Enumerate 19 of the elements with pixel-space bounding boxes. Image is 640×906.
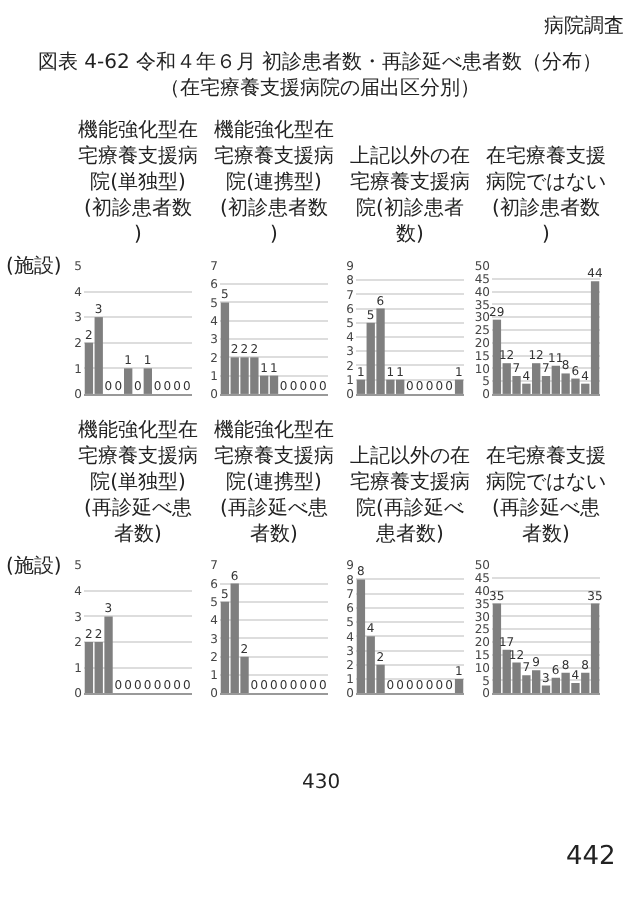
bar [454,678,464,694]
chart-title: 在宅療養支援病院ではない(再診延べ患者数) [486,444,606,546]
text: （在宅療養支援病院の届出区分別） [160,76,480,100]
chart-title: 在宅療養支援病院ではない(初診患者数) [486,144,606,246]
bar [124,368,133,394]
bar [143,368,152,394]
y-axis-title: (施設) [6,254,62,278]
bar [454,379,464,394]
chart-title: 機能強化型在宅療養支援病院(単独型)(再診延べ患者数) [78,418,198,546]
text: 442 [566,842,616,872]
chart-title: 機能強化型在宅療養支援病院(連携型)(初診患者数) [214,118,334,246]
chart-title: 機能強化型在宅療養支援病院(連携型)(再診延べ患者数) [214,418,334,546]
chart-title: 上記以外の在宅療養支援病院(初診患者数) [350,144,470,246]
text: 図表 4-62 令和４年６月 初診患者数・再診延べ患者数（分布） [38,50,603,74]
chart-title: 機能強化型在宅療養支援病院(単独型)(初診患者数) [78,118,198,246]
y-axis-title: (施設) [6,554,62,578]
text: 430 [302,772,341,794]
chart-title: 上記以外の在宅療養支援病院(再診延べ患者数) [350,444,470,546]
text: 病院調査 [544,14,624,38]
